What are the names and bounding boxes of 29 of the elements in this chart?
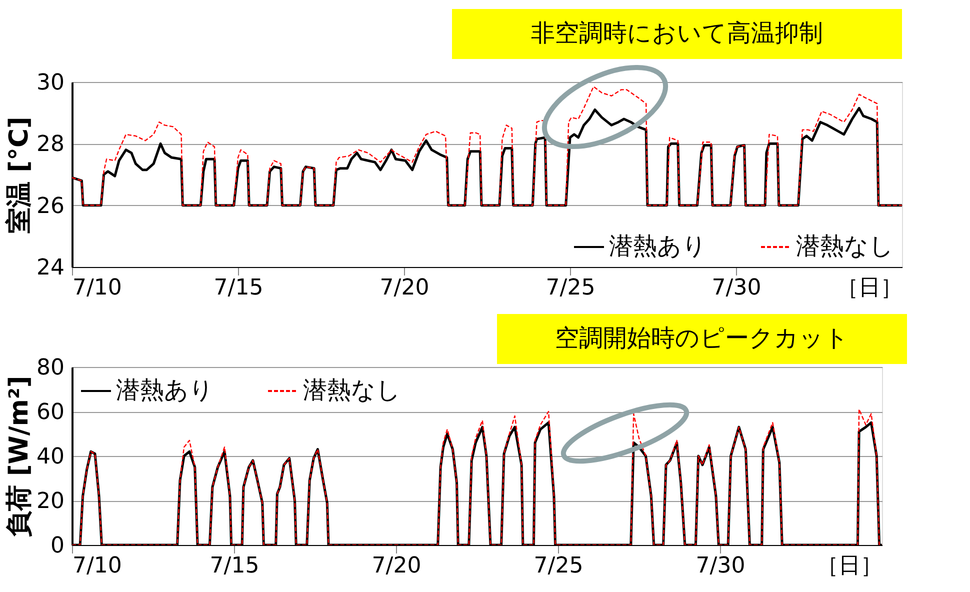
y-tick-label: 80 (36, 356, 64, 380)
x-tick-label: 7/20 (380, 276, 430, 300)
legend-label: 潜熱なし (303, 376, 401, 404)
text: 非空調時において高温抑制 (531, 19, 823, 47)
legend-label: 潜熱あり (116, 376, 214, 404)
legend-label: 潜熱あり (609, 232, 707, 260)
x-tick-label: 7/25 (546, 276, 596, 300)
y-tick-label: 26 (36, 194, 64, 219)
x-tick-label: 7/30 (712, 276, 762, 300)
y-tick-label: 28 (36, 132, 64, 158)
y-tick-label: 40 (36, 444, 64, 470)
y-tick-label: 24 (36, 256, 64, 280)
y-axis-title: 室温 [°C] (4, 116, 35, 234)
x-tick-label: 7/15 (214, 276, 264, 300)
y-axis-title: 負荷 [W/m²] (4, 376, 35, 538)
x-tick-label: 7/10 (72, 276, 122, 300)
text: 空調開始時のピークカット (555, 324, 849, 352)
x-axis-title: ［日］ (816, 554, 882, 578)
x-tick-label: 7/20 (372, 554, 422, 578)
y-tick-label: 0 (50, 534, 64, 558)
x-tick-label: 7/30 (696, 554, 746, 578)
x-tick-label: 7/25 (534, 554, 584, 578)
x-axis-title: ［日］ (836, 276, 902, 300)
legend-label: 潜熱なし (796, 232, 894, 260)
x-tick-label: 7/15 (210, 554, 260, 578)
y-tick-label: 30 (36, 70, 64, 96)
y-tick-label: 60 (36, 400, 64, 425)
x-tick-label: 7/10 (72, 554, 122, 578)
y-tick-label: 20 (36, 489, 64, 514)
